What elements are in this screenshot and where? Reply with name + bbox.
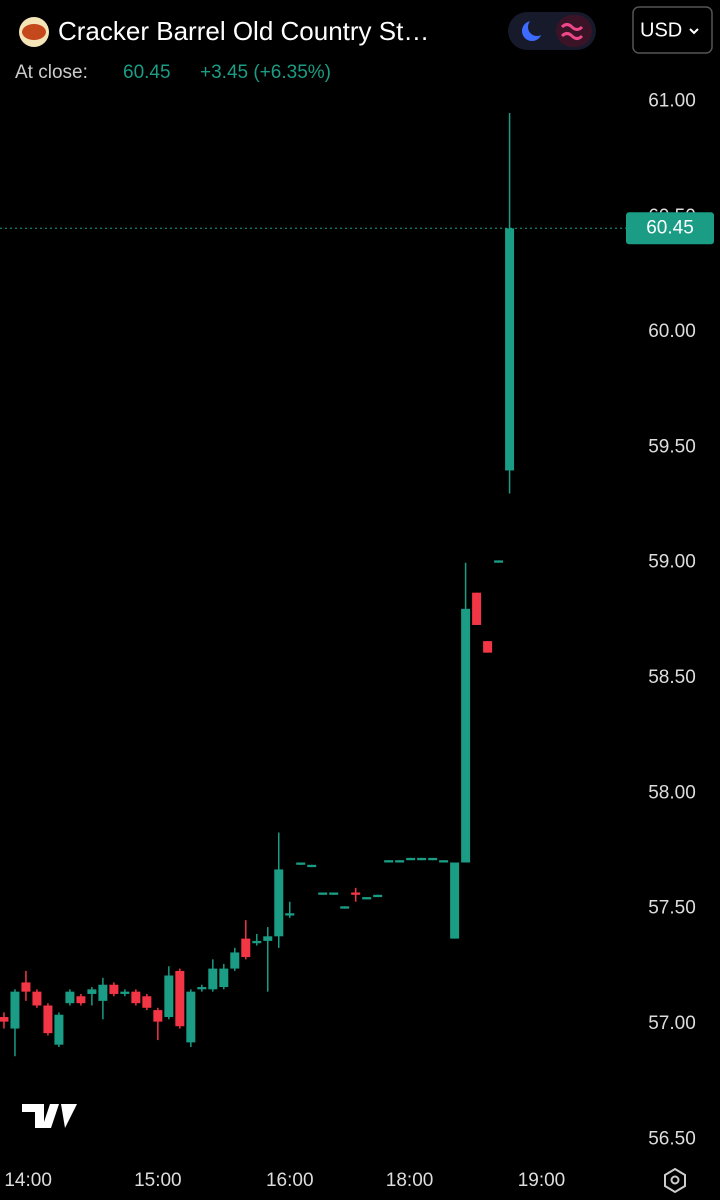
candle-body: [450, 862, 460, 939]
candle-body: [373, 894, 383, 898]
candle-body: [263, 936, 273, 941]
tradingview-logo: [22, 1104, 77, 1128]
candle-body: [54, 1014, 64, 1045]
candle-body: [208, 968, 218, 990]
candle-body: [362, 897, 372, 900]
candle-body: [505, 228, 515, 471]
candle-body: [461, 608, 471, 863]
currency: USD: [640, 19, 682, 41]
y-tick-label: 56.50: [648, 1128, 696, 1149]
y-tick-label: 57.50: [648, 898, 696, 919]
x-tick-label: 14:00: [4, 1170, 52, 1191]
candle-body: [186, 991, 196, 1043]
candle-body: [87, 989, 97, 994]
candle-body: [164, 975, 174, 1018]
x-tick-label: 15:00: [134, 1170, 182, 1191]
symbol-title: Cracker Barrel Old Country St…: [58, 16, 429, 46]
candle-body: [142, 996, 152, 1008]
candle-body: [428, 857, 438, 861]
candle-body: [230, 952, 240, 969]
close-price: 60.45: [123, 62, 171, 83]
y-tick-label: 57.00: [648, 1013, 696, 1034]
candle-body: [76, 996, 86, 1004]
candle-body: [98, 984, 108, 1001]
candle-body: [0, 1017, 9, 1022]
last-price-label: 60.45: [646, 217, 694, 238]
x-tick-label: 18:00: [386, 1170, 434, 1191]
y-tick-label: 58.00: [648, 782, 696, 803]
candle-body: [43, 1005, 53, 1034]
candle-body: [285, 913, 295, 916]
close-change: +3.45 (+6.35%): [200, 62, 331, 83]
candle-body: [329, 892, 339, 895]
x-tick-label: 16:00: [266, 1170, 314, 1191]
candle-body: [219, 968, 229, 988]
settings-icon[interactable]: [664, 1167, 686, 1194]
currency-button[interactable]: [632, 6, 713, 54]
candle-body: [318, 892, 328, 895]
candle-body: [21, 982, 31, 992]
y-tick-label: 61.00: [648, 90, 696, 111]
logo-mark: [22, 24, 46, 40]
candle-body: [296, 862, 306, 865]
settings-dot: [670, 1175, 680, 1185]
y-tick-label: 59.50: [648, 436, 696, 457]
chevron: [689, 28, 699, 35]
candle-body: [252, 940, 262, 944]
wave-bg: [556, 15, 592, 47]
x-tick-label: 19:00: [518, 1170, 566, 1191]
candle-body: [153, 1010, 163, 1022]
candle-body: [109, 984, 119, 994]
candle-body: [417, 857, 427, 861]
candle-body: [307, 864, 317, 868]
candle-body: [120, 991, 130, 994]
candle-body: [131, 991, 141, 1004]
candle-body: [175, 970, 185, 1027]
candle-body: [494, 560, 504, 563]
candle-body: [274, 869, 284, 937]
moon-cut: [528, 18, 546, 36]
candle-body: [10, 991, 20, 1029]
candle-body: [197, 987, 207, 990]
candle-body: [65, 991, 75, 1004]
close-label: At close:: [15, 62, 88, 83]
y-tick-label: 59.00: [648, 552, 696, 573]
candle-body: [241, 938, 251, 958]
y-tick-label: 60.00: [648, 321, 696, 342]
y-tick-label: 58.50: [648, 667, 696, 688]
candle-body: [395, 860, 405, 863]
candle-body: [406, 857, 416, 861]
candle-body: [384, 860, 394, 863]
wave-icon: [560, 23, 584, 40]
last-price-badge: [626, 212, 714, 245]
plot: [0, 113, 515, 1057]
candle-body: [32, 991, 42, 1006]
candle-body: [439, 860, 449, 863]
candle-body: [472, 592, 482, 625]
candle-body: [483, 641, 493, 653]
candle-body: [340, 906, 350, 909]
candle-body: [351, 892, 361, 895]
